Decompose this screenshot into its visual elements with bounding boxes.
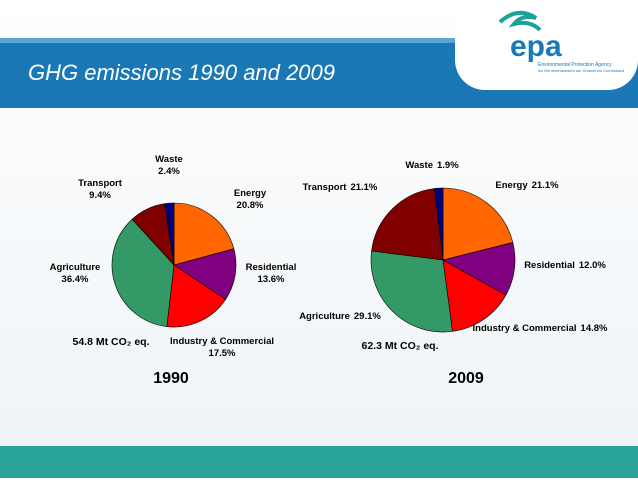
category-label: Waste bbox=[155, 154, 183, 165]
pie-slice bbox=[434, 187, 444, 261]
value-label: 20.8% bbox=[237, 200, 264, 211]
year-label: 1990 bbox=[153, 370, 189, 387]
logo-line2: An Ghníomhaireacht um Chaomhnú Comhshaoi… bbox=[538, 68, 624, 73]
pie-slice bbox=[111, 218, 175, 327]
category-label: Residential bbox=[246, 262, 297, 273]
slice-label: Waste 1.9% bbox=[405, 160, 459, 171]
value-label: 14.8% bbox=[581, 323, 608, 334]
category-label: Residential bbox=[524, 260, 575, 271]
category-label: Energy bbox=[495, 180, 528, 191]
pie-slice bbox=[166, 264, 226, 328]
pie-slice bbox=[371, 188, 444, 261]
year-label: 2009 bbox=[448, 370, 484, 387]
value-label: 12.0% bbox=[579, 260, 606, 271]
category-label: Energy bbox=[234, 188, 267, 199]
footer-bar bbox=[0, 446, 638, 478]
pie-slice bbox=[173, 248, 237, 300]
value-label: 36.4% bbox=[62, 274, 89, 285]
value-label: 21.1% bbox=[532, 180, 559, 191]
category-label: Industry & Commercial bbox=[473, 323, 577, 334]
slide-title: GHG emissions 1990 and 2009 bbox=[28, 60, 335, 85]
logo-icon bbox=[498, 10, 542, 32]
pie-slice bbox=[173, 202, 235, 266]
value-label: 9.4% bbox=[89, 190, 111, 201]
logo-name: epa bbox=[510, 30, 562, 63]
pie-slice bbox=[442, 259, 507, 332]
category-label: Transport bbox=[303, 182, 348, 193]
value-label: 2.4% bbox=[158, 166, 180, 177]
value-label: 17.5% bbox=[209, 348, 236, 359]
value-label: 13.6% bbox=[258, 274, 285, 285]
slice-label: Energy 21.1% bbox=[495, 180, 559, 191]
total-label: 54.8 Mt CO₂ eq. bbox=[72, 336, 149, 348]
slice-label: Agriculture 29.1% bbox=[299, 311, 381, 322]
category-label: Agriculture bbox=[299, 311, 350, 322]
category-label: Transport bbox=[78, 178, 123, 189]
pie-slice bbox=[164, 202, 175, 266]
category-label: Agriculture bbox=[50, 262, 101, 273]
category-label: Waste bbox=[405, 160, 433, 171]
category-label: Industry & Commercial bbox=[170, 336, 274, 347]
slice-label: Industry & Commercial 14.8% bbox=[473, 323, 608, 334]
value-label: 29.1% bbox=[354, 311, 381, 322]
value-label: 1.9% bbox=[437, 160, 459, 171]
header-stripe bbox=[0, 38, 638, 43]
value-label: 21.1% bbox=[350, 182, 377, 193]
pie-slice bbox=[442, 187, 514, 261]
logo-line1: Environmental Protection Agency bbox=[538, 62, 612, 68]
total-label: 62.3 Mt CO₂ eq. bbox=[361, 340, 438, 352]
slice-label: Transport 21.1% bbox=[303, 182, 378, 193]
pie-slice bbox=[370, 250, 453, 333]
slice-label: Residential 12.0% bbox=[524, 260, 606, 271]
